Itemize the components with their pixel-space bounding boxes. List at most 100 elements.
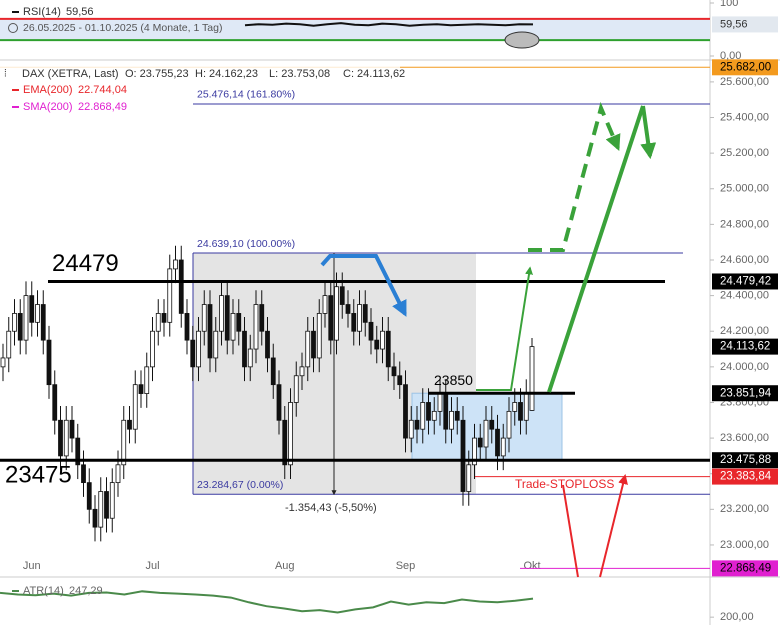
x-tick-label: Okt: [523, 560, 540, 572]
candle-body: [0, 357, 6, 368]
candle-body: [213, 330, 219, 359]
candle-body: [506, 410, 512, 439]
quote: C: 24.113,62: [343, 68, 405, 80]
legend-name: SMA(200): [23, 101, 73, 113]
candle-body: [472, 437, 477, 466]
candle-body: [311, 330, 316, 359]
header-bg: [0, 66, 400, 82]
candle-body: [328, 295, 334, 341]
candle-body: [431, 410, 437, 421]
candle-body: [201, 304, 207, 332]
marks: Jun Jul Aug Sep Okt 24479 23850 23475 Trade-STOP…: [0, 22, 710, 614]
candle-body: [63, 419, 69, 457]
candle-body: [454, 410, 460, 421]
drawings: [320, 31, 657, 578]
x-tick-label: Sep: [396, 560, 416, 572]
candle-body: [219, 295, 224, 332]
y-tick-label: 23.200,00: [720, 503, 769, 515]
candle-body: [299, 366, 305, 377]
indicator-value: 247,29: [69, 585, 103, 597]
candle-body: [385, 330, 391, 368]
candle-body: [92, 508, 98, 528]
level-label: 22.868,49: [720, 562, 771, 574]
level-note: 24479: [52, 250, 119, 277]
candle-body: [178, 259, 184, 314]
candle-body: [173, 259, 178, 270]
x-tick-label: Aug: [275, 560, 295, 572]
y-tick-label: 24.800,00: [720, 218, 769, 230]
y-tick-label: 0,00: [720, 50, 741, 62]
y-tick-label: 23.000,00: [720, 539, 769, 551]
candle-body: [449, 410, 454, 430]
quote: L: 23.753,08: [269, 68, 330, 80]
level-label-box: [712, 338, 778, 355]
candle-body: [512, 402, 518, 412]
fib-label: 25.476,14 (161.80%): [197, 89, 295, 101]
candle-body: [35, 304, 40, 323]
candle-body: [167, 268, 173, 323]
candle-body: [426, 402, 431, 421]
y-tick-label: 25.200,00: [720, 147, 769, 159]
candle-body: [12, 313, 17, 332]
level-label: 24.113,62: [720, 341, 770, 353]
candle-body: [460, 419, 466, 492]
candle-body: [420, 402, 426, 430]
level-note: 23850: [434, 372, 473, 388]
legend-value: 22.868,49: [78, 101, 127, 113]
y-tick-label: 25.600,00: [720, 76, 769, 88]
level-label: 25.682,00: [720, 61, 771, 73]
candle-body: [127, 419, 132, 430]
quote: H: 24.162,23: [195, 68, 258, 80]
candle-body: [443, 393, 449, 430]
candle-body: [259, 304, 265, 332]
fib-label: 24.639,10 (100.00%): [197, 238, 295, 250]
candle-body: [414, 419, 420, 430]
candle-body: [144, 366, 150, 394]
candle-body: [500, 437, 506, 457]
y-tick-label: 25.000,00: [720, 183, 769, 195]
candle-body: [17, 313, 23, 341]
y-tick-label: 100: [720, 0, 738, 9]
range-box: [411, 392, 563, 461]
blue-arrow: [320, 254, 407, 317]
candle-body: [46, 339, 52, 386]
candle-body: [52, 384, 58, 421]
level-label-box: [712, 452, 778, 469]
candle-body: [121, 419, 127, 466]
candle-body: [316, 313, 322, 359]
y-tick-label: 24.000,00: [720, 361, 769, 373]
candle-body: [518, 402, 523, 421]
candle-body: [253, 304, 259, 350]
candle-body: [270, 357, 276, 386]
green-arrow-head: [640, 105, 657, 160]
level-note: 23475: [5, 462, 72, 489]
value-box: [712, 16, 778, 33]
level-label-box: [712, 273, 778, 290]
clock-icon: [8, 23, 18, 33]
candle-body: [29, 295, 35, 323]
legend-name: EMA(200): [23, 84, 73, 96]
level-label-box: [712, 560, 778, 577]
x-tick-label: Jul: [145, 560, 159, 572]
candle-body: [334, 286, 339, 341]
indicator-line: [0, 590, 534, 614]
candle-body: [224, 295, 230, 341]
candle-body: [368, 321, 374, 341]
candle-body: [293, 375, 299, 403]
y-tick-label: 24.600,00: [720, 254, 769, 266]
green-arrow-thin: [476, 266, 533, 391]
candle-body: [477, 437, 483, 448]
candle-body: [357, 304, 362, 332]
candle-body: [207, 304, 213, 359]
candle-body: [230, 313, 236, 341]
title: DAX (XETRA, Last): [22, 68, 119, 80]
candle-body: [58, 419, 63, 457]
level-note: Trade-STOPLOSS: [515, 477, 614, 491]
candle-body: [437, 393, 443, 412]
candle-body: [75, 437, 81, 466]
candle-body: [408, 419, 414, 439]
indicator-line: [244, 22, 534, 27]
